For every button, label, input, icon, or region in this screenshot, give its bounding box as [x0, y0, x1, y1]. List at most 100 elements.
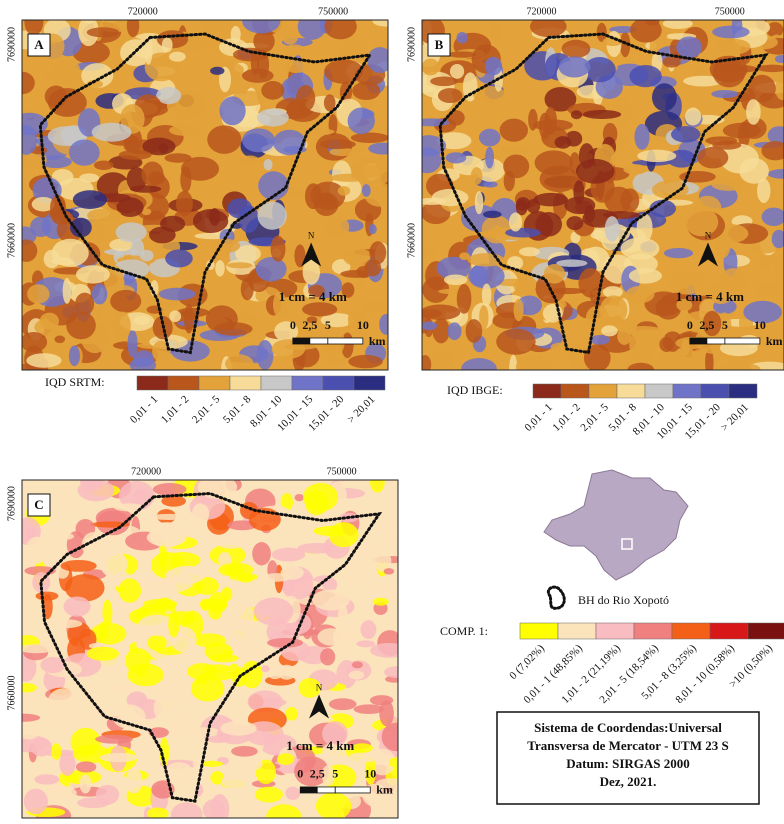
map-patch: [53, 788, 76, 798]
legend-swatch: [673, 384, 701, 398]
map-patch: [162, 37, 173, 52]
map-patch: [80, 775, 92, 794]
map-patch: [69, 139, 100, 165]
map-patch: [590, 335, 610, 345]
x-coordinate: 750000: [327, 466, 357, 477]
map-patch: [26, 537, 48, 564]
map-patch: [165, 249, 193, 267]
map-patch: [69, 345, 80, 366]
y-coordinate: 7660000: [406, 223, 417, 258]
map-patch: [659, 337, 673, 352]
map-patch: [583, 110, 621, 119]
scale-label: 5: [722, 318, 728, 332]
x-coordinate: 750000: [715, 6, 745, 17]
map-patch: [140, 250, 154, 262]
map-patch: [113, 311, 131, 339]
map-patch: [165, 695, 181, 711]
map-patch: [311, 182, 346, 210]
legend-swatch: [230, 376, 261, 390]
y-coordinate: 7660000: [6, 675, 17, 710]
map-patch: [285, 707, 298, 721]
map-patch: [92, 284, 107, 305]
legend-swatch: [596, 623, 634, 639]
map-patch: [555, 136, 572, 149]
map-patch: [96, 785, 119, 805]
map-panel: [6, 7, 400, 383]
map-patch: [63, 596, 90, 616]
map-patch: [620, 188, 639, 212]
map-patch: [229, 664, 240, 678]
legend-label: 2,01 - 5: [578, 401, 611, 434]
map-patch: [519, 247, 540, 256]
north-label: N: [316, 683, 323, 693]
map-patch: [271, 236, 286, 262]
map-patch: [516, 197, 530, 211]
map-patch: [234, 757, 263, 771]
map-patch: [685, 208, 719, 236]
map-patch: [242, 8, 280, 33]
map-patch: [482, 283, 492, 306]
map-patch: [712, 26, 750, 39]
map-patch: [373, 598, 389, 606]
map-panel: [5, 470, 417, 824]
map-patch: [685, 108, 701, 126]
legend-swatch: [354, 376, 385, 390]
map-patch: [242, 128, 275, 152]
scale-label: 0: [297, 767, 303, 781]
map-patch: [367, 47, 392, 73]
info-line: Sistema de Coordendas:Universal: [534, 720, 722, 735]
scale-label: 2,5: [699, 318, 714, 332]
map-patch: [26, 527, 36, 539]
map-patch: [130, 357, 156, 373]
map-patch: [389, 757, 401, 767]
map-patch: [369, 224, 377, 234]
scale-bar: [317, 787, 335, 793]
map-patch: [483, 181, 498, 187]
map-patch: [53, 60, 80, 78]
map-patch: [273, 130, 306, 156]
map-patch: [46, 619, 83, 628]
map-patch: [456, 32, 467, 44]
map-patch: [149, 227, 176, 244]
map-patch: [201, 17, 224, 32]
map-patch: [110, 684, 140, 693]
map-patch: [121, 808, 132, 820]
map-patch: [430, 76, 458, 86]
map-patch: [717, 39, 751, 55]
map-patch: [471, 167, 483, 185]
map-patch: [461, 358, 497, 379]
map-patch: [66, 311, 96, 339]
map-patch: [348, 753, 380, 763]
legend-label: 0 (7,02%): [507, 642, 547, 682]
map-patch: [187, 727, 220, 737]
map-patch: [180, 167, 191, 193]
legend-label: 1,01 - 2: [550, 401, 582, 433]
map-patch: [184, 304, 194, 333]
map-patch: [147, 529, 187, 547]
map-patch: [27, 284, 49, 303]
legend-swatch: [199, 376, 230, 390]
map-patch: [169, 52, 186, 62]
map-patch: [324, 14, 356, 40]
map-patch: [168, 566, 205, 584]
map-patch: [312, 589, 350, 610]
x-coordinate: 720000: [526, 6, 556, 17]
map-patch: [214, 322, 253, 336]
legend-swatch: [137, 376, 168, 390]
map-patch: [169, 310, 181, 322]
scale-bar: [335, 787, 370, 793]
y-coordinate: 7690000: [6, 486, 17, 521]
map-patch: [470, 265, 487, 286]
map-patch: [544, 107, 557, 135]
scale-unit: km: [766, 334, 783, 348]
map-patch: [52, 239, 89, 267]
map-patch: [629, 65, 661, 87]
map-patch: [450, 64, 464, 79]
map-patch: [516, 354, 554, 379]
map-patch: [85, 707, 99, 727]
scale-label: 5: [332, 767, 338, 781]
map-patch: [712, 141, 741, 150]
map-patch: [371, 585, 409, 597]
map-patch: [127, 14, 139, 37]
legend-swatch: [292, 376, 323, 390]
